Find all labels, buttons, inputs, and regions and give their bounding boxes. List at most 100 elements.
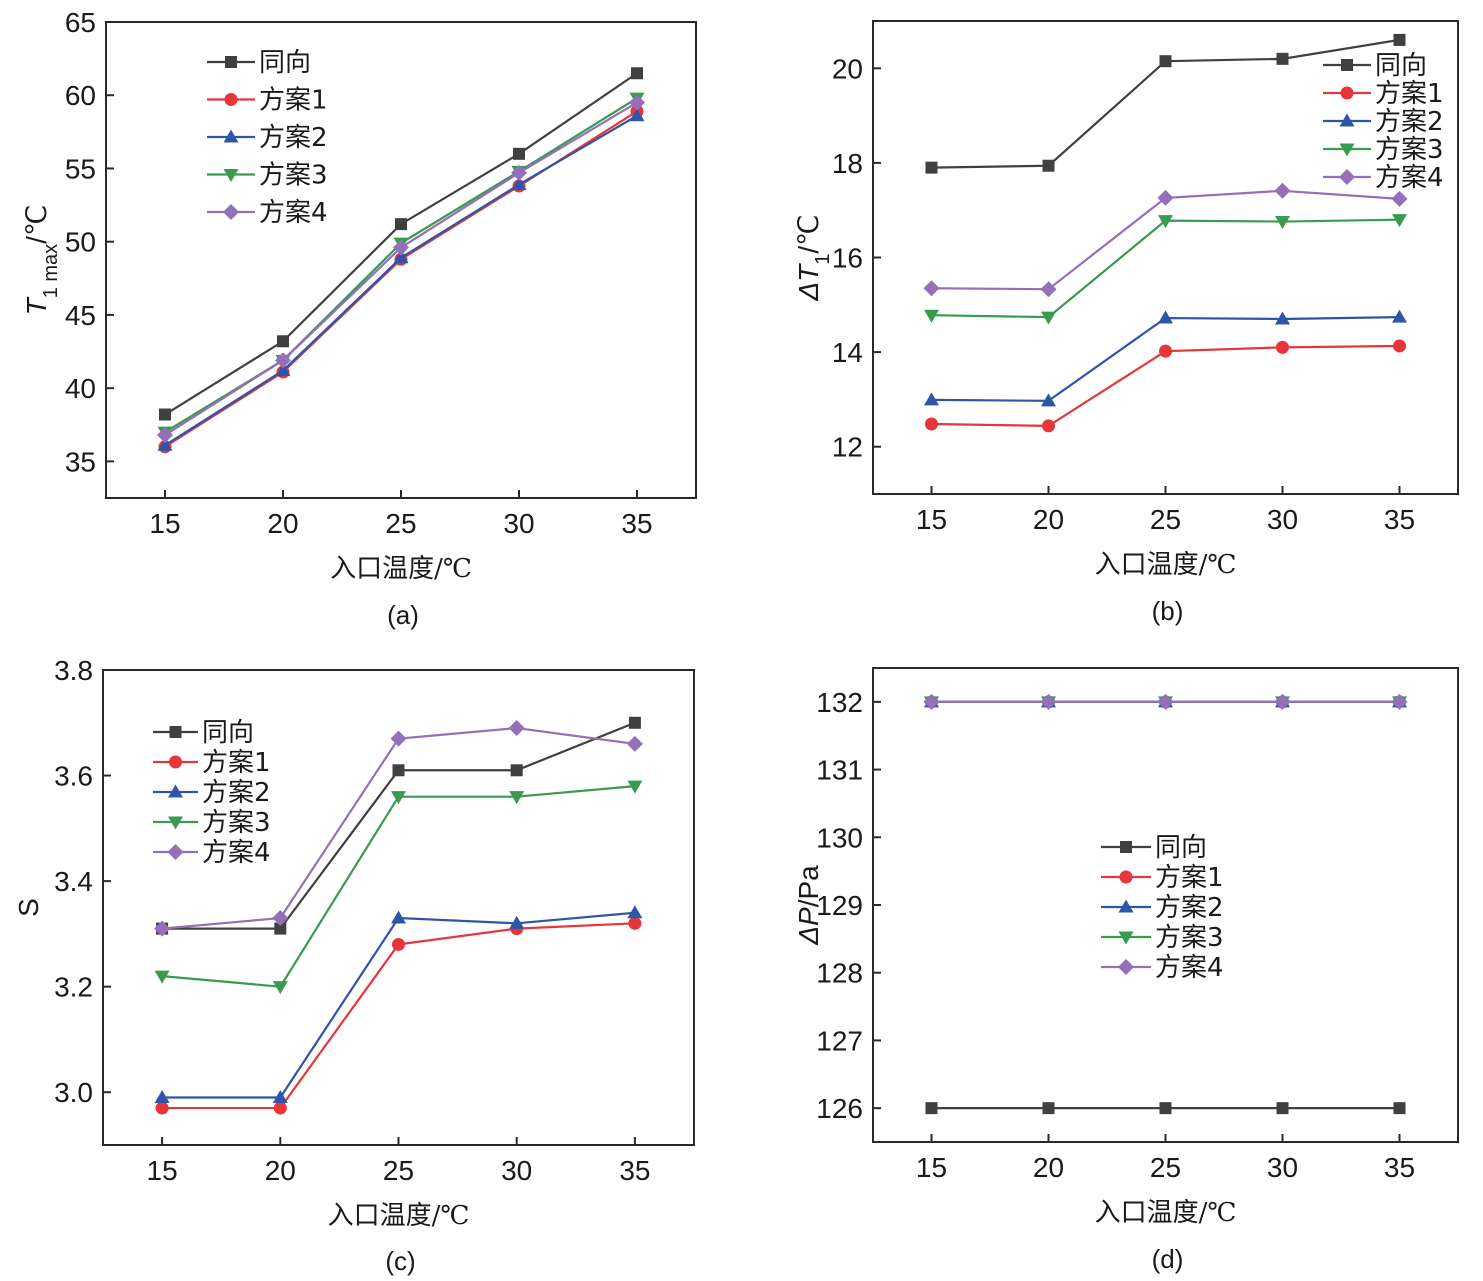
data-point — [1041, 311, 1056, 325]
y-axis-title-unit: /℃ — [793, 214, 824, 253]
y-axis-title-main: S — [13, 898, 44, 917]
x-tick-label: 35 — [1384, 1152, 1415, 1183]
panel-label: (d) — [1152, 1244, 1184, 1274]
x-axis-title: 入口温度/℃ — [328, 1201, 470, 1231]
data-point — [154, 920, 171, 937]
series-fangan-2 — [157, 108, 645, 451]
x-tick-label: 15 — [147, 1155, 178, 1186]
panel-label: (b) — [1152, 596, 1184, 626]
y-tick-label: 127 — [816, 1025, 863, 1056]
legend-item: 同向 — [153, 718, 254, 748]
y-tick-label: 40 — [65, 373, 96, 404]
data-point — [1040, 693, 1057, 710]
y-tick-label: 130 — [816, 822, 863, 853]
data-point — [275, 352, 291, 369]
series-tongxiang — [925, 33, 1406, 174]
legend-marker — [1340, 86, 1354, 100]
legend-label: 同向 — [1375, 51, 1427, 81]
legend-item: 方案4 — [1101, 953, 1224, 983]
y-axis-title: S — [13, 898, 44, 917]
y-axis-title: ΔT1/℃ — [793, 214, 834, 301]
x-tick-label: 30 — [1267, 504, 1298, 535]
chart-panel-b: 15 20 25 30 351214161820入口温度/℃(b)ΔT1/℃同向方案1方… — [793, 20, 1459, 626]
data-point — [1391, 693, 1408, 710]
data-point — [924, 309, 939, 323]
legend-marker — [168, 816, 183, 830]
legend-item: 方案3 — [153, 808, 271, 838]
data-point — [391, 910, 406, 924]
legend-marker — [223, 204, 239, 220]
data-point — [923, 693, 940, 710]
y-axis-title: ΔP/Pa — [793, 865, 824, 946]
data-point — [393, 239, 409, 256]
data-point — [272, 1090, 288, 1103]
legend-marker — [225, 56, 237, 68]
legend-label: 方案1 — [1375, 79, 1444, 109]
legend-item: 方案2 — [153, 778, 271, 808]
y-axis-title-main: T — [21, 296, 52, 315]
x-tick-label: 25 — [1150, 504, 1181, 535]
data-point — [1042, 1102, 1055, 1115]
data-point — [1159, 344, 1172, 358]
series-fangan-3 — [924, 214, 1407, 325]
data-point — [627, 780, 643, 794]
y-tick-label: 18 — [832, 148, 863, 179]
y-tick-label: 126 — [816, 1093, 863, 1124]
legend-marker — [169, 755, 182, 769]
data-point — [1393, 339, 1406, 353]
series-line — [162, 922, 635, 1110]
series-line — [164, 114, 638, 447]
panel-label: (c) — [385, 1246, 415, 1276]
y-tick-label: 129 — [816, 890, 863, 921]
y-tick-label: 16 — [832, 243, 863, 274]
legend-label: 方案2 — [1155, 893, 1224, 923]
data-point — [1392, 309, 1407, 323]
data-point — [157, 427, 173, 444]
data-point — [155, 1101, 169, 1115]
legend-marker — [1119, 870, 1133, 884]
series-fangan-3 — [157, 92, 645, 440]
data-point — [275, 363, 291, 377]
data-point — [1275, 216, 1290, 230]
data-point — [1276, 52, 1289, 65]
legend-item: 方案3 — [1323, 135, 1444, 165]
data-point — [1392, 214, 1407, 228]
data-point — [626, 735, 643, 752]
series-line — [931, 344, 1400, 427]
legend-marker — [168, 784, 183, 798]
y-tick-label: 131 — [816, 755, 863, 786]
data-point — [628, 716, 641, 729]
data-point — [274, 922, 287, 935]
data-point — [1158, 215, 1173, 229]
data-point — [159, 408, 171, 421]
data-point — [1158, 310, 1173, 324]
x-tick-label: 15 — [149, 508, 180, 539]
y-tick-label: 3.6 — [54, 761, 93, 792]
data-point — [1042, 419, 1055, 433]
legend-item: 同向 — [1323, 51, 1427, 81]
y-axis-title-unit: /Pa — [793, 865, 824, 907]
series-line — [931, 315, 1400, 402]
legend-label: 同向 — [259, 48, 311, 78]
data-point — [1042, 159, 1055, 172]
data-point — [277, 335, 289, 348]
legend-label: 方案3 — [1155, 923, 1224, 953]
x-tick-label: 30 — [1267, 1152, 1298, 1183]
data-point — [1159, 1102, 1172, 1115]
series-fangan-3 — [154, 780, 643, 995]
legend-label: 方案4 — [1375, 163, 1444, 193]
legend-label: 方案3 — [202, 808, 271, 838]
data-point — [509, 791, 525, 805]
legend-label: 方案1 — [259, 86, 328, 116]
legend-marker — [223, 129, 239, 143]
y-tick-label: 60 — [65, 80, 96, 111]
data-point — [390, 730, 407, 747]
legend-label: 方案1 — [1155, 863, 1224, 893]
series-line — [931, 218, 1400, 319]
x-tick-label: 30 — [503, 508, 534, 539]
data-point — [1275, 311, 1290, 325]
x-tick-label: 25 — [385, 508, 416, 539]
legend-item: 方案4 — [153, 838, 271, 868]
